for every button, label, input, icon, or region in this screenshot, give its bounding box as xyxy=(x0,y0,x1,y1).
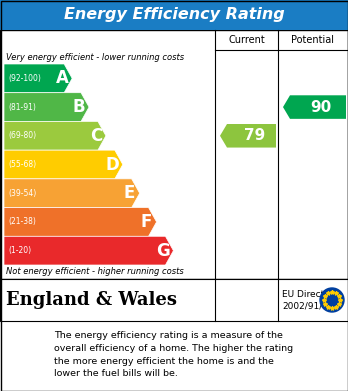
Text: The energy efficiency rating is a measure of the
overall efficiency of a home. T: The energy efficiency rating is a measur… xyxy=(54,331,294,378)
Polygon shape xyxy=(4,150,123,179)
Polygon shape xyxy=(283,95,346,119)
Polygon shape xyxy=(220,124,276,147)
Text: (21-38): (21-38) xyxy=(8,217,36,226)
Text: 2002/91/EC: 2002/91/EC xyxy=(282,302,334,311)
Bar xyxy=(0,30,348,279)
Text: Energy Efficiency Rating: Energy Efficiency Rating xyxy=(64,7,284,23)
Text: C: C xyxy=(90,127,102,145)
Polygon shape xyxy=(4,236,173,265)
Text: Not energy efficient - higher running costs: Not energy efficient - higher running co… xyxy=(6,267,184,276)
Polygon shape xyxy=(4,179,140,208)
Polygon shape xyxy=(4,122,106,150)
Text: 79: 79 xyxy=(244,128,265,143)
Text: F: F xyxy=(141,213,152,231)
Text: England & Wales: England & Wales xyxy=(6,291,177,309)
Text: D: D xyxy=(106,156,120,174)
Text: E: E xyxy=(124,184,135,202)
Circle shape xyxy=(320,288,344,312)
Text: A: A xyxy=(56,69,69,87)
Text: (39-54): (39-54) xyxy=(8,189,36,198)
Polygon shape xyxy=(4,208,157,236)
Text: (92-100): (92-100) xyxy=(8,74,41,83)
Bar xyxy=(0,279,348,321)
Text: B: B xyxy=(73,98,85,116)
Text: (55-68): (55-68) xyxy=(8,160,36,169)
Text: (1-20): (1-20) xyxy=(8,246,31,255)
Text: Current: Current xyxy=(228,35,265,45)
Text: Potential: Potential xyxy=(292,35,334,45)
Text: (69-80): (69-80) xyxy=(8,131,36,140)
Polygon shape xyxy=(4,93,89,122)
Bar xyxy=(0,0,348,30)
Text: (81-91): (81-91) xyxy=(8,102,36,111)
Text: G: G xyxy=(157,242,170,260)
Text: 90: 90 xyxy=(310,100,332,115)
Text: Very energy efficient - lower running costs: Very energy efficient - lower running co… xyxy=(6,52,184,61)
Text: EU Directive: EU Directive xyxy=(282,291,338,300)
Polygon shape xyxy=(4,64,72,93)
